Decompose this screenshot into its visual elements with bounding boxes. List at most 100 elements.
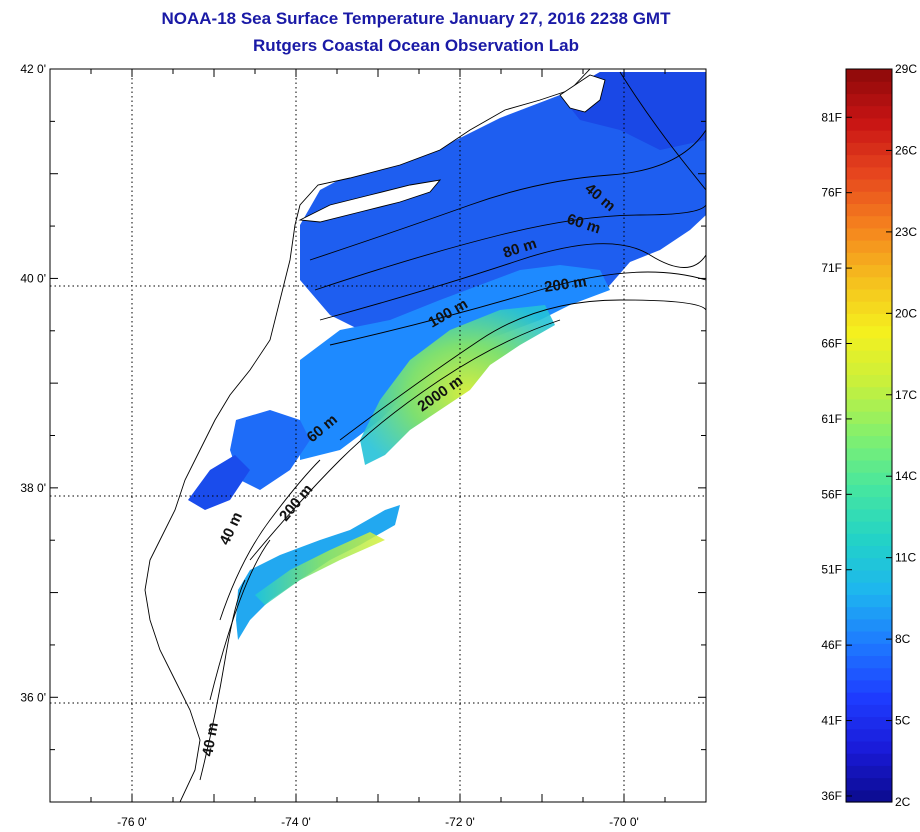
longitude-label: -72 0' — [445, 815, 475, 829]
colorbar-segment — [846, 264, 892, 278]
colorbar-segment — [846, 789, 892, 803]
sst-region-northeast — [300, 72, 706, 340]
celsius-label: 11C — [895, 551, 916, 565]
colorbar-segment — [846, 765, 892, 779]
celsius-label: 23C — [895, 225, 917, 239]
colorbar-segment — [846, 777, 892, 791]
colorbar-segment — [846, 191, 892, 204]
celsius-label: 20C — [895, 306, 917, 320]
colorbar-segment — [846, 69, 892, 82]
colorbar-segment — [846, 374, 892, 388]
long-island — [298, 179, 442, 223]
celsius-label: 26C — [895, 143, 917, 157]
celsius-label: 17C — [895, 388, 917, 402]
colorbar-fahrenheit-labels: 81F 76F 71F 66F 61F 56F 51F 46F 41F 36F — [821, 110, 852, 803]
colorbar-segment — [846, 484, 892, 498]
longitude-label: -70 0' — [609, 815, 639, 829]
contour-line — [319, 243, 706, 321]
colorbar-segment — [846, 142, 892, 156]
colorbar-segment — [846, 545, 892, 559]
colorbar-segment — [846, 679, 892, 693]
bathymetry-contours — [199, 71, 706, 781]
fahrenheit-label: 46F — [821, 638, 842, 652]
contour-line — [329, 271, 706, 346]
longitude-tick-labels: -76 0' -74 0' -72 0' -70 0' — [117, 815, 639, 829]
contour-label: 40 m — [216, 510, 246, 548]
contour-label: 40 m — [199, 721, 222, 758]
colorbar-segment — [846, 643, 892, 656]
axis-ticks — [49, 68, 707, 803]
fahrenheit-label: 81F — [821, 110, 842, 124]
fahrenheit-label: 71F — [821, 261, 842, 275]
celsius-label: 14C — [895, 469, 917, 483]
colorbar-segment — [846, 692, 892, 705]
colorbar-segment — [846, 81, 892, 95]
latitude-label: 38 0' — [20, 481, 46, 495]
colorbar-frame — [845, 68, 893, 803]
colorbar-segment — [846, 594, 892, 608]
fahrenheit-label: 66F — [821, 336, 842, 350]
colorbar-segment — [846, 227, 892, 241]
colorbar-segment — [846, 130, 892, 143]
colorbar-segment — [846, 423, 892, 437]
colorbar-segment — [846, 569, 892, 583]
colorbar-segment — [846, 630, 892, 644]
colorbar-segment — [846, 276, 892, 290]
colorbar-segment — [846, 606, 892, 620]
contour-line — [209, 539, 271, 701]
longitude-label: -76 0' — [117, 815, 147, 829]
colorbar-segment — [846, 337, 892, 351]
colorbar-celsius-labels: 29C 26C 23C 20C 17C 14C 11C 8C 5C 2C — [886, 62, 917, 809]
colorbar-segment — [846, 704, 892, 718]
celsius-label: 2C — [895, 795, 911, 809]
longitude-label: -74 0' — [281, 815, 311, 829]
colorbar-segment — [846, 716, 892, 730]
colorbar-segment — [846, 447, 892, 461]
colorbar-segment — [846, 753, 892, 766]
colorbar-segment — [846, 398, 892, 412]
contour-line — [314, 204, 706, 291]
latitude-tick-labels: 42 0' 40 0' 38 0' 36 0' — [20, 62, 46, 704]
latitude-label: 36 0' — [20, 690, 46, 704]
sst-region-southern-warm — [255, 532, 385, 605]
fahrenheit-label: 51F — [821, 563, 842, 577]
celsius-label: 5C — [895, 714, 911, 728]
colorbar-segment — [846, 325, 892, 339]
colorbar-segment — [846, 166, 892, 180]
contour-line — [219, 459, 321, 621]
colorbar-segment — [846, 435, 892, 449]
colorbar-segment — [846, 386, 892, 400]
colorbar-segment — [846, 411, 892, 424]
colorbar-segment — [846, 154, 892, 168]
contour-line — [619, 71, 706, 191]
map-subtitle: Rutgers Coastal Ocean Observation Lab — [253, 36, 579, 55]
celsius-label: 8C — [895, 632, 911, 646]
colorbar-segment — [846, 301, 892, 314]
fahrenheit-label: 56F — [821, 487, 842, 501]
colorbar-segment — [846, 618, 892, 632]
colorbar-segment — [846, 288, 892, 302]
latitude-label: 42 0' — [20, 62, 46, 76]
colorbar-segment — [846, 667, 892, 681]
colorbar-segment — [846, 557, 892, 571]
map-title: NOAA-18 Sea Surface Temperature January … — [161, 9, 671, 28]
colorbar-segment — [846, 582, 892, 595]
fahrenheit-label: 76F — [821, 186, 842, 200]
colorbar-segment — [846, 313, 892, 327]
cape-cod — [559, 74, 606, 113]
map-body: 40 m 60 m 80 m 200 m 100 m 2000 m 60 m 2… — [50, 69, 706, 802]
colorbar-segment — [846, 252, 892, 266]
colorbar-segment — [846, 740, 892, 754]
contour-line — [249, 319, 561, 561]
colorbar-segment — [846, 203, 892, 217]
celsius-label: 29C — [895, 62, 917, 76]
colorbar-segment — [846, 508, 892, 522]
sst-region-warm-core — [360, 305, 555, 465]
grid-lines — [50, 69, 706, 802]
latitude-label: 40 0' — [20, 271, 46, 285]
colorbar-segment — [846, 496, 892, 510]
colorbar-segment — [846, 240, 892, 253]
sst-region-southern-shelf — [236, 505, 400, 640]
contour-line — [309, 129, 706, 261]
